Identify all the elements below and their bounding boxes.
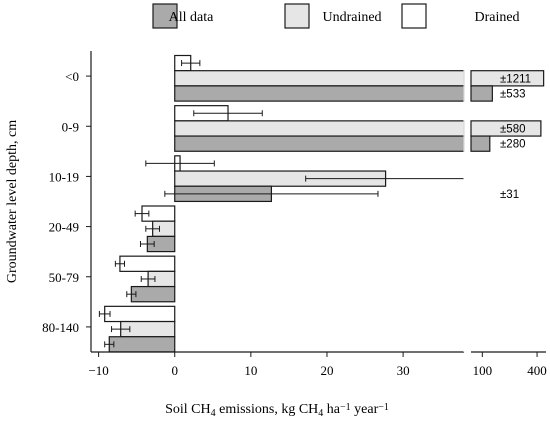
x-tick-label: 400	[527, 363, 547, 378]
bar-break-all-data-0	[470, 85, 493, 102]
x-axis-title: Soil CH4 emissions, kg CH4 ha−1 year−1	[165, 402, 389, 419]
labels: ±1211 ±533 <0 ±580 ±280 0-9 ±31 10-19 20-49 50-79…	[5, 69, 531, 418]
bar-break-undrained-0	[470, 70, 545, 87]
category-label: <0	[65, 69, 79, 84]
axes: −10 0 10 20 30 100 400	[86, 51, 547, 378]
category-label: 80-140	[42, 320, 79, 335]
legend-label-drained: Drained	[474, 10, 519, 25]
x-axis-title-part: −1	[378, 402, 389, 413]
x-axis-title-part: 4	[211, 408, 216, 419]
bars	[104, 54, 545, 353]
error-label: ±1211	[500, 73, 531, 85]
x-tick-label: 0	[171, 363, 178, 378]
legend-label-undrained: Undrained	[322, 10, 381, 25]
x-axis-title-part: Soil CH	[165, 402, 211, 417]
bar-all-data-1	[174, 135, 465, 152]
x-axis-title-part: ha	[323, 402, 341, 417]
bar-break-undrained-1	[470, 120, 542, 137]
bar-all-data-4	[130, 285, 176, 303]
error-label: ±31	[500, 189, 519, 201]
y-axis-title: Groundwater level depth, cm	[5, 120, 20, 283]
error-label: ±580	[500, 123, 526, 135]
legend-swatch-all-data	[152, 3, 178, 29]
bar-all-data-5	[108, 336, 176, 353]
bar-drained-5	[104, 305, 176, 323]
x-axis-title-part: year	[351, 402, 379, 417]
x-tick-label: 100	[473, 363, 493, 378]
legend-swatch-undrained	[284, 3, 310, 29]
category-label: 50-79	[49, 270, 79, 285]
error-label: ±280	[500, 139, 526, 151]
bar-undrained-1	[174, 120, 465, 137]
x-tick-label: −10	[88, 363, 108, 378]
x-axis-title-part: emissions, kg CH	[216, 402, 319, 417]
x-axis-title-part: 4	[318, 408, 323, 419]
category-label: 10-19	[49, 169, 79, 184]
bar-break-all-data-1	[470, 135, 491, 152]
error-bars	[98, 60, 464, 348]
legend: All data Undrained Drained	[152, 3, 520, 29]
error-label: ±533	[500, 89, 526, 101]
x-tick-label: 30	[397, 363, 410, 378]
bar-drained-4	[119, 255, 176, 272]
legend-swatch-drained	[401, 3, 427, 29]
category-label: 0-9	[62, 119, 79, 134]
x-tick-label: 10	[244, 363, 257, 378]
x-axis-title-part: −1	[340, 402, 351, 413]
category-label: 20-49	[49, 220, 79, 235]
legend-label-all-data: All data	[169, 10, 214, 25]
bar-undrained-0	[174, 70, 465, 87]
x-tick-label: 20	[320, 363, 333, 378]
bar-all-data-0	[174, 85, 465, 102]
